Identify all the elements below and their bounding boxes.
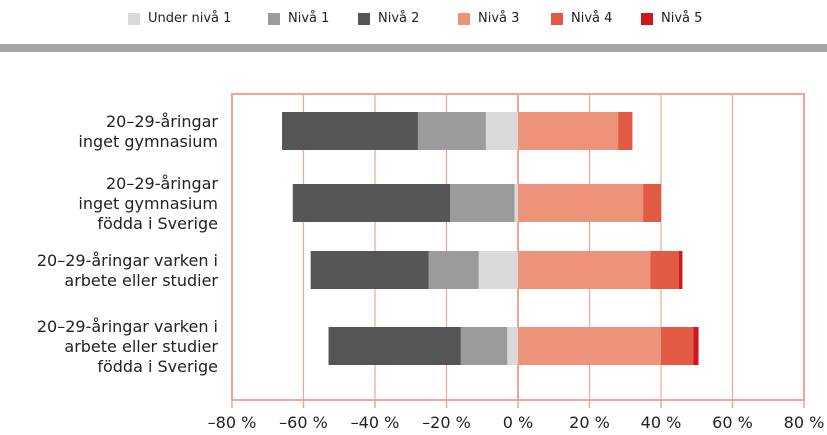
legend-swatch	[458, 13, 470, 25]
bar-segment	[292, 184, 451, 222]
x-tick-label: –40 %	[351, 413, 400, 432]
bar-segment	[328, 327, 461, 365]
legend-label: Nivå 2	[378, 11, 420, 26]
legend-label: Nivå 4	[571, 11, 613, 26]
legend-swatch	[551, 13, 563, 25]
legend-swatch	[268, 13, 280, 25]
category-label: inget gymnasium	[78, 194, 218, 213]
legend-swatch	[358, 13, 370, 25]
bar-segment	[485, 112, 518, 150]
category-label: 20–29-åringar varken i	[37, 317, 218, 336]
category-label: arbete eller studier	[64, 337, 218, 356]
x-tick-label: 80 %	[784, 413, 825, 432]
bar-segment	[518, 184, 644, 222]
category-label: födda i Sverige	[97, 214, 218, 233]
bar-segment	[417, 112, 486, 150]
bar-segment	[518, 112, 619, 150]
legend-label: Nivå 5	[661, 11, 703, 26]
category-label: födda i Sverige	[97, 357, 218, 376]
bar-segment	[518, 251, 651, 289]
bar-segment	[428, 251, 479, 289]
bar-segment	[678, 251, 683, 289]
legend-swatch	[641, 13, 653, 25]
legend-label: Nivå 1	[288, 11, 330, 26]
bar-segment	[450, 184, 515, 222]
bar-segment	[693, 327, 699, 365]
category-label: 20–29-åringar	[106, 112, 218, 131]
x-tick-label: –20 %	[422, 413, 471, 432]
category-label: arbete eller studier	[64, 271, 218, 290]
x-tick-label: 40 %	[641, 413, 682, 432]
x-tick-label: 60 %	[712, 413, 753, 432]
legend-label: Under nivå 1	[148, 11, 232, 26]
bar-segment	[507, 327, 518, 365]
bar-segment	[643, 184, 661, 222]
bar-segment	[310, 251, 429, 289]
header-rule	[0, 44, 827, 52]
bar-segment	[661, 327, 694, 365]
x-tick-label: 0 %	[503, 413, 533, 432]
bar-segment	[514, 184, 518, 222]
legend-swatch	[128, 13, 140, 25]
x-tick-label: –60 %	[279, 413, 328, 432]
bar-segment	[478, 251, 518, 289]
x-tick-label: –80 %	[208, 413, 257, 432]
bar-segment	[518, 327, 661, 365]
bar-segment	[650, 251, 679, 289]
bar-segment	[618, 112, 633, 150]
category-label: 20–29-åringar varken i	[37, 251, 218, 270]
legend: Under nivå 1 Nivå 1 Nivå 2 Nivå 3 Nivå 4 Nivå…	[0, 0, 827, 40]
legend-label: Nivå 3	[478, 11, 520, 26]
category-label: inget gymnasium	[78, 132, 218, 151]
category-label: 20–29-åringar	[106, 174, 218, 193]
bar-segment	[282, 112, 418, 150]
bar-segment	[460, 327, 508, 365]
x-tick-label: 20 %	[569, 413, 610, 432]
